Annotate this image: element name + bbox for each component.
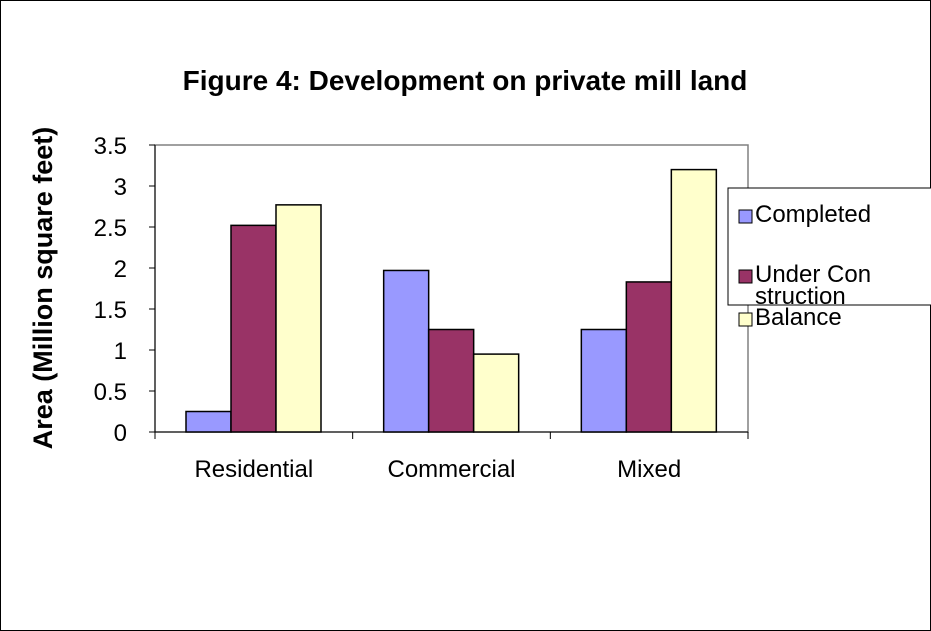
- y-tick-label: 1.5: [94, 297, 127, 324]
- y-tick-label: 2: [114, 256, 127, 283]
- legend-swatch: [738, 269, 753, 284]
- bar: [472, 353, 520, 433]
- bar: [427, 328, 475, 433]
- bar: [185, 410, 232, 433]
- bar: [275, 204, 322, 433]
- legend-label: Under Construction: [755, 261, 872, 310]
- chart-title: Figure 4: Development on private mill la…: [183, 65, 748, 96]
- y-tick-label: 2.5: [94, 215, 127, 242]
- y-tick-label: 1: [114, 338, 127, 365]
- legend-label: Completed: [755, 201, 872, 228]
- x-tick-label: Residential: [194, 456, 314, 483]
- bar: [670, 168, 718, 433]
- y-axis-title: Area (Million square feet): [28, 127, 58, 450]
- y-tick-label: 0.5: [94, 379, 127, 406]
- y-tick-label: 3: [114, 174, 127, 201]
- legend-swatch: [738, 312, 753, 327]
- x-tick-label: Commercial: [387, 456, 516, 483]
- y-tick-label: 3.5: [94, 133, 127, 160]
- bar: [580, 328, 628, 433]
- bar: [382, 269, 430, 433]
- x-tick-label: Mixed: [617, 456, 682, 483]
- bar: [230, 224, 277, 433]
- y-tick-label: 0: [114, 420, 127, 447]
- legend-box: [727, 187, 931, 306]
- legend-swatch: [738, 209, 753, 224]
- legend-label: Balance: [755, 304, 842, 331]
- bar: [625, 281, 673, 433]
